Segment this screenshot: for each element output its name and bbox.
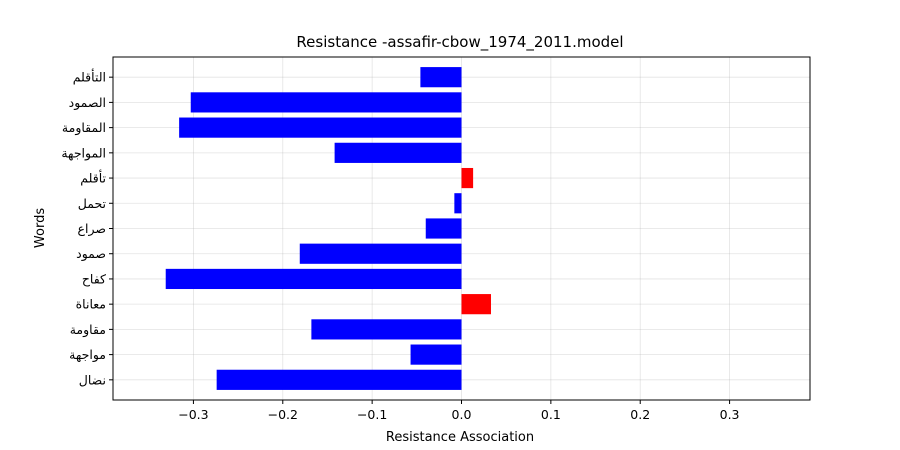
y-tick-label: التأقلم — [73, 69, 106, 86]
x-tick-label: −0.1 — [357, 407, 387, 422]
bar — [425, 218, 462, 239]
y-tick-label: نضال — [79, 372, 106, 387]
bar — [461, 294, 491, 315]
y-tick-label: صراع — [78, 221, 106, 237]
y-tick-label: المواجهة — [61, 145, 106, 161]
y-tick-label: تحمل — [78, 196, 107, 211]
x-tick-label: −0.2 — [268, 407, 298, 422]
bar — [179, 117, 462, 138]
axes-layer: −0.3 −0.2 −0.1 0.0 0.1 0.2 0.3 التأقلم الصمود الم… — [61, 56, 811, 422]
bar — [299, 243, 462, 264]
y-tick-label: مواجهة — [69, 347, 106, 363]
bar — [420, 67, 462, 88]
bar — [216, 369, 462, 390]
bar — [311, 319, 462, 340]
y-tick-label: المقاومة — [62, 120, 106, 136]
x-tick-label: −0.3 — [178, 407, 208, 422]
y-tick-label: معاناة — [76, 297, 106, 312]
y-tick-label: صمود — [76, 246, 106, 262]
y-tick-label: الصمود — [69, 95, 106, 111]
bar — [334, 142, 462, 163]
x-tick-label: 0.0 — [452, 407, 472, 422]
bar — [461, 167, 474, 189]
x-axis-label: Resistance Association — [386, 430, 534, 445]
x-tick-label: 0.3 — [720, 407, 740, 422]
y-tick-label: كفاح — [82, 271, 106, 286]
bar — [190, 92, 462, 113]
y-axis-label: Words — [33, 208, 48, 248]
x-tick-label: 0.2 — [630, 407, 650, 422]
bar — [165, 268, 462, 290]
bars-layer — [165, 67, 491, 390]
y-tick-label: تأقلم — [80, 170, 106, 187]
bar — [454, 193, 462, 214]
y-tick-label: مقاومة — [70, 322, 106, 338]
x-tick-label: 0.1 — [541, 407, 561, 422]
bar — [410, 344, 462, 365]
chart-title: Resistance -assafir-cbow_1974_2011.model — [296, 33, 623, 52]
